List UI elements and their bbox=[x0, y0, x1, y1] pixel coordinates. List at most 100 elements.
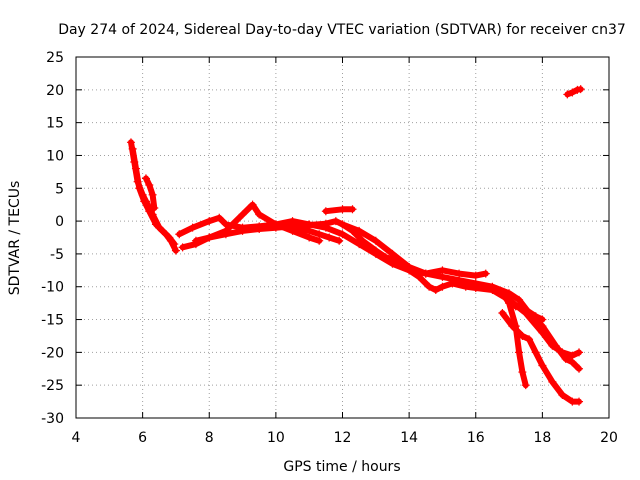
data-point bbox=[505, 299, 514, 308]
data-point bbox=[388, 249, 397, 258]
series-track-8 bbox=[321, 205, 357, 216]
data-point bbox=[371, 249, 380, 258]
y-tick-label: -25 bbox=[41, 378, 64, 394]
series-track-11 bbox=[498, 308, 584, 406]
x-tick-label: 14 bbox=[400, 430, 418, 446]
series-track-12 bbox=[511, 302, 547, 324]
data-point bbox=[165, 233, 174, 242]
data-point bbox=[178, 243, 187, 252]
data-point bbox=[548, 377, 557, 386]
data-point bbox=[518, 331, 527, 340]
data-point bbox=[388, 259, 397, 268]
y-tick-label: -15 bbox=[41, 313, 64, 329]
y-tick-label: 0 bbox=[55, 214, 64, 230]
series-track-2 bbox=[128, 144, 179, 249]
x-axis-label: GPS time / hours bbox=[283, 459, 400, 475]
data-point bbox=[126, 138, 135, 147]
data-point bbox=[575, 348, 584, 357]
series-track-5 bbox=[175, 213, 584, 373]
data-point bbox=[558, 391, 567, 400]
data-point bbox=[455, 269, 464, 278]
data-point bbox=[525, 335, 534, 344]
data-point bbox=[471, 271, 480, 280]
data-point bbox=[521, 305, 530, 314]
data-point bbox=[255, 210, 264, 219]
y-axis-label: SDTVAR / TECUs bbox=[7, 181, 23, 296]
series-track-3 bbox=[141, 174, 159, 212]
data-point bbox=[175, 230, 184, 239]
data-point bbox=[568, 358, 577, 367]
data-point bbox=[148, 190, 157, 199]
data-point bbox=[315, 230, 324, 239]
data-point bbox=[511, 302, 520, 311]
data-point bbox=[131, 164, 140, 173]
data-point bbox=[288, 223, 297, 232]
data-point bbox=[563, 90, 572, 99]
x-tick-label: 10 bbox=[267, 430, 285, 446]
data-point bbox=[355, 226, 364, 235]
y-tick-label: 5 bbox=[55, 181, 64, 197]
data-point bbox=[145, 207, 154, 216]
data-point bbox=[335, 236, 344, 245]
y-tick-label: -20 bbox=[41, 345, 64, 361]
data-point bbox=[531, 348, 540, 357]
axis-ticks bbox=[75, 56, 610, 419]
data-point bbox=[498, 289, 507, 298]
data-point bbox=[371, 236, 380, 245]
y-tick-label: 20 bbox=[46, 83, 64, 99]
data-point bbox=[135, 184, 144, 193]
x-tick-labels: 4 6 8 10 12 14 16 18 20 bbox=[72, 430, 618, 446]
data-point bbox=[568, 88, 577, 97]
data-point bbox=[425, 282, 434, 291]
data-point bbox=[205, 233, 214, 242]
data-point bbox=[515, 295, 524, 304]
data-point bbox=[205, 217, 214, 226]
data-point bbox=[575, 364, 584, 373]
data-point bbox=[521, 381, 530, 390]
series-trace bbox=[499, 310, 582, 405]
data-point bbox=[248, 200, 257, 209]
data-point bbox=[321, 223, 330, 232]
series-track-9 bbox=[338, 220, 490, 280]
data-point bbox=[405, 263, 414, 272]
series-track-13 bbox=[563, 85, 585, 99]
data-point bbox=[145, 180, 154, 189]
series-trace bbox=[339, 221, 489, 279]
data-point bbox=[421, 269, 430, 278]
x-tick-label: 12 bbox=[334, 430, 352, 446]
data-point bbox=[348, 205, 357, 214]
x-tick-label: 4 bbox=[72, 430, 81, 446]
series-trace bbox=[143, 175, 158, 211]
data-point bbox=[575, 397, 584, 406]
data-point bbox=[325, 233, 334, 242]
data-point bbox=[338, 205, 347, 214]
series-trace bbox=[512, 303, 546, 323]
data-point bbox=[215, 213, 224, 222]
data-point bbox=[531, 312, 540, 321]
data-point bbox=[438, 282, 447, 291]
data-point bbox=[331, 217, 340, 226]
data-point bbox=[238, 223, 247, 232]
data-point bbox=[518, 368, 527, 377]
data-point bbox=[438, 266, 447, 275]
data-point bbox=[128, 144, 137, 153]
data-point bbox=[561, 354, 570, 363]
data-point bbox=[355, 240, 364, 249]
y-tick-label: 15 bbox=[46, 116, 64, 132]
y-tick-labels: -30 -25 -20 -15 -10 -5 0 5 10 15 20 25 bbox=[41, 50, 64, 427]
data-point bbox=[538, 361, 547, 370]
data-point bbox=[171, 246, 180, 255]
data-point bbox=[140, 197, 149, 206]
x-tick-label: 6 bbox=[138, 430, 147, 446]
data-point bbox=[158, 226, 167, 235]
chart-title: Day 274 of 2024, Sidereal Day-to-day VTE… bbox=[58, 22, 626, 38]
data-point bbox=[488, 282, 497, 291]
data-point bbox=[271, 220, 280, 229]
x-tick-label: 20 bbox=[600, 430, 618, 446]
data-point bbox=[170, 240, 179, 249]
x-tick-label: 8 bbox=[205, 430, 214, 446]
data-point bbox=[151, 220, 160, 229]
data-point bbox=[515, 348, 524, 357]
data-point bbox=[576, 85, 585, 94]
series-trace bbox=[192, 201, 323, 244]
